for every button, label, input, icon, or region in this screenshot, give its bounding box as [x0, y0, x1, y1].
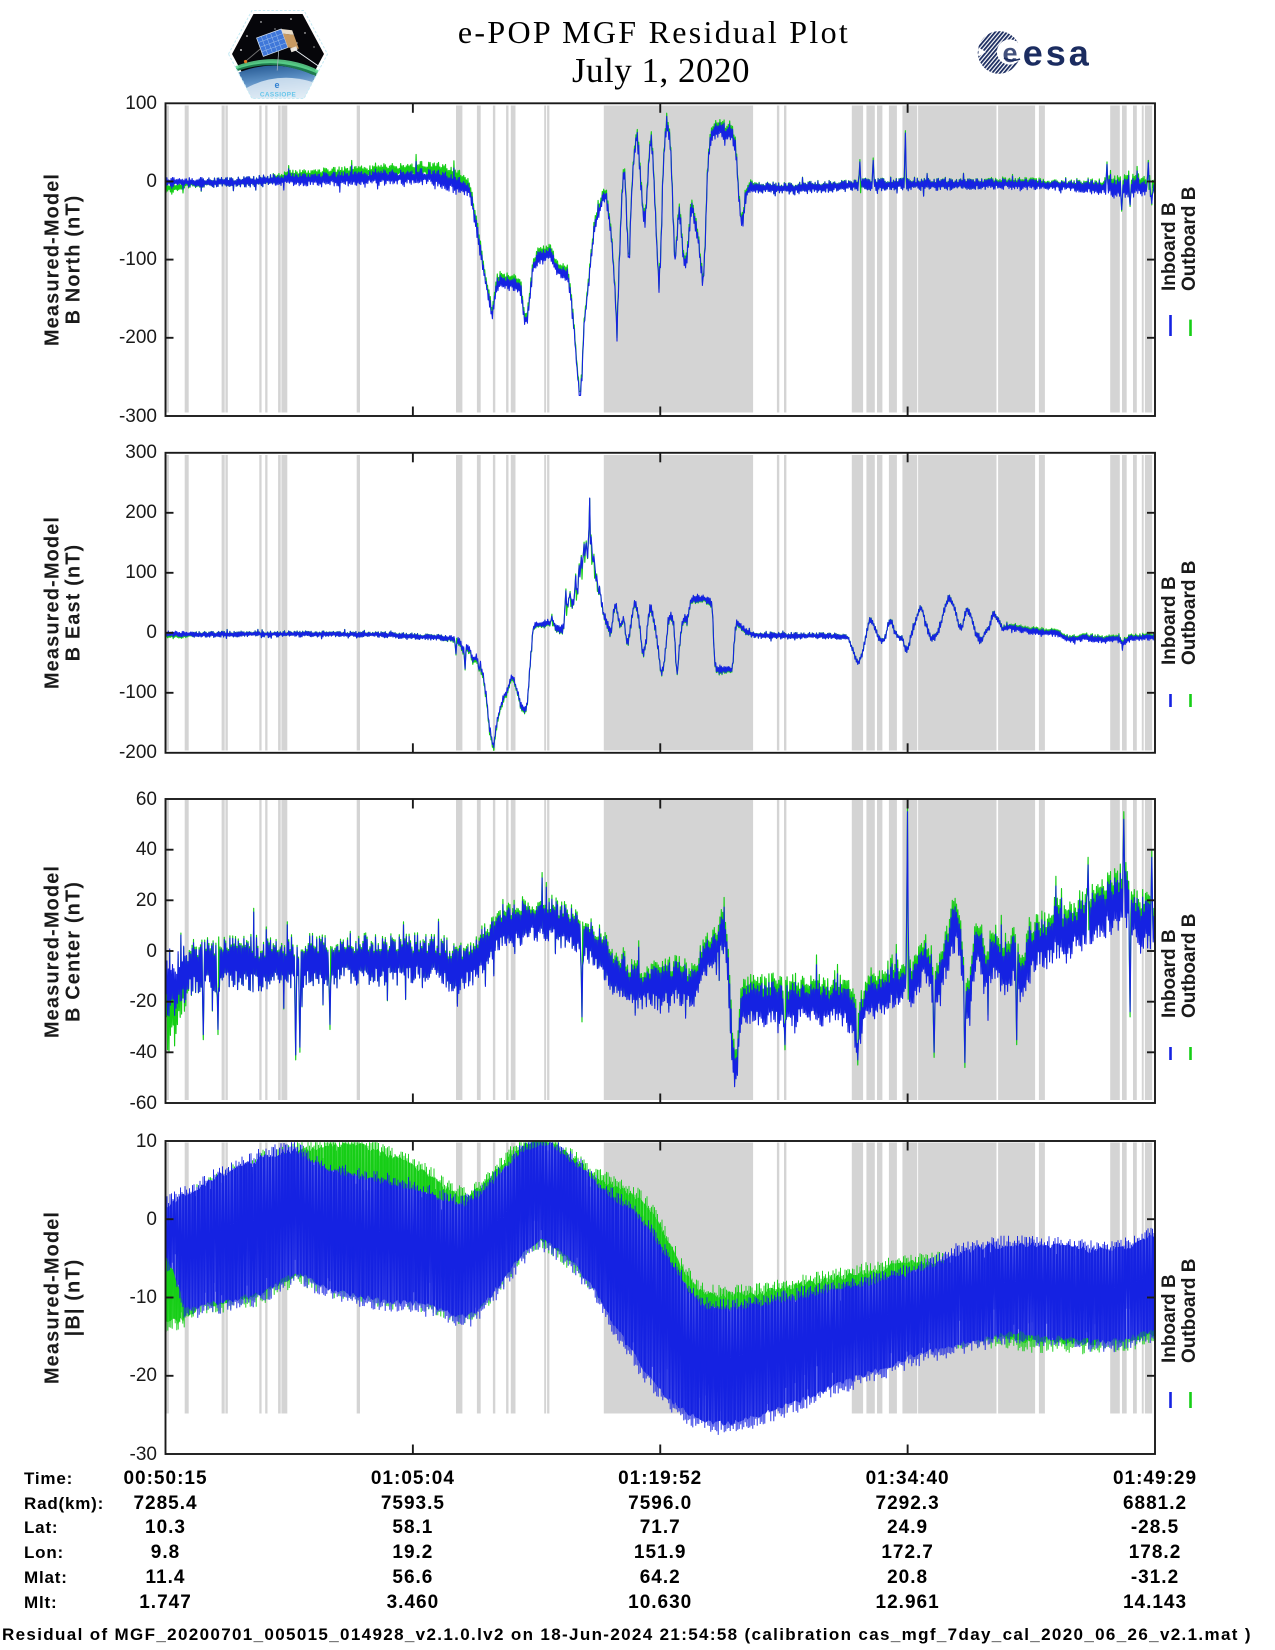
svg-text:CASSIOPE: CASSIOPE	[260, 92, 297, 99]
svg-text:esa: esa	[1023, 33, 1092, 74]
svg-text:e: e	[274, 80, 279, 90]
